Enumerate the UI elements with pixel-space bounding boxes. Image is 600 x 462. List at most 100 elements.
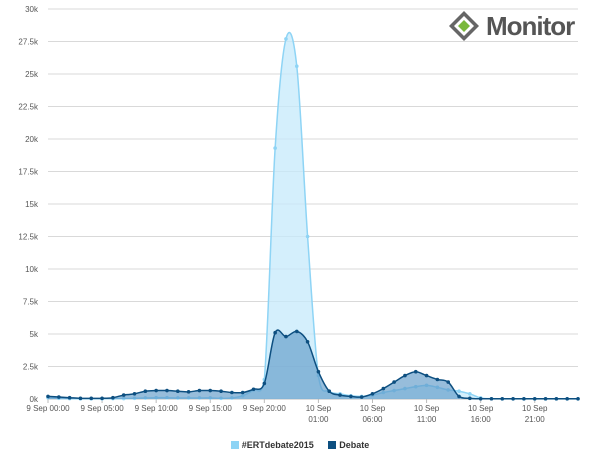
data-point-debate[interactable]	[89, 396, 94, 401]
data-point-debate[interactable]	[46, 394, 50, 399]
legend-item-debate[interactable]: Debate	[328, 440, 369, 450]
data-point-debate[interactable]	[532, 396, 537, 401]
series-layer	[46, 32, 580, 401]
y-tick-label: 17.5k	[18, 168, 39, 177]
y-tick-label: 0k	[30, 395, 39, 404]
x-tick-label: 9 Sep 20:00	[243, 404, 287, 413]
data-point-debate[interactable]	[392, 380, 396, 384]
legend-swatch-ertdebate2015	[230, 441, 239, 449]
data-point-debate[interactable]	[403, 373, 407, 378]
x-tick-label: 9 Sep 05:00	[81, 404, 125, 413]
data-point-debate[interactable]	[435, 377, 440, 382]
data-point-debate[interactable]	[143, 389, 148, 394]
data-point-ertdebate2015[interactable]	[284, 37, 288, 41]
x-tick-label: 10 Sep	[522, 404, 548, 413]
data-point-debate[interactable]	[468, 396, 472, 401]
data-point-debate[interactable]	[478, 396, 483, 401]
data-point-debate[interactable]	[327, 389, 332, 394]
gridlines	[48, 8, 578, 400]
data-point-debate[interactable]	[165, 388, 169, 393]
y-tick-label: 7.5k	[23, 298, 39, 307]
legend-label-debate: Debate	[339, 440, 370, 450]
y-tick-label: 20k	[25, 135, 39, 144]
y-axis: 0k 2.5k 5k 7.5k 10k 12.5k 15k 17.5k 20k 22.5k 25k 2…	[18, 5, 39, 404]
data-point-debate[interactable]	[100, 396, 104, 401]
y-tick-label: 12.5k	[18, 233, 39, 242]
data-point-debate[interactable]	[359, 395, 364, 399]
data-point-debate[interactable]	[121, 393, 126, 397]
data-point-debate[interactable]	[176, 389, 180, 394]
x-tick-label: 10 Sep	[360, 404, 386, 413]
data-point-debate[interactable]	[489, 396, 494, 401]
x-tick-label: 16:00	[471, 415, 492, 424]
x-tick-label: 9 Sep 10:00	[135, 404, 179, 413]
data-point-debate[interactable]	[500, 396, 505, 401]
data-point-debate[interactable]	[305, 340, 310, 344]
x-tick-label: 06:00	[362, 415, 383, 424]
data-point-debate[interactable]	[230, 390, 234, 395]
data-point-debate[interactable]	[457, 394, 461, 399]
x-tick-label: 21:00	[525, 415, 546, 424]
data-point-debate[interactable]	[446, 380, 451, 384]
data-point-ertdebate2015[interactable]	[305, 234, 310, 239]
legend-label-ertdebate2015: #ERTdebate2015	[241, 440, 314, 450]
data-point-debate[interactable]	[543, 396, 548, 401]
y-tick-label: 15k	[25, 200, 39, 209]
data-point-ertdebate2015[interactable]	[294, 64, 299, 68]
data-point-debate[interactable]	[370, 392, 375, 396]
data-point-debate[interactable]	[413, 369, 418, 374]
y-tick-label: 10k	[25, 265, 39, 274]
data-point-ertdebate2015[interactable]	[273, 146, 277, 150]
logo-text: Monitor	[486, 11, 575, 41]
data-point-debate[interactable]	[338, 393, 342, 397]
data-point-ertdebate2015[interactable]	[457, 389, 461, 394]
data-point-debate[interactable]	[186, 390, 191, 394]
series-debate	[46, 329, 580, 401]
y-tick-label: 5k	[30, 330, 39, 339]
data-point-debate[interactable]	[132, 392, 137, 396]
data-point-ertdebate2015[interactable]	[468, 392, 472, 396]
data-point-debate[interactable]	[381, 386, 386, 391]
x-tick-label: 01:00	[308, 415, 329, 424]
data-point-debate[interactable]	[208, 388, 213, 393]
data-point-debate[interactable]	[78, 396, 83, 401]
data-point-debate[interactable]	[251, 387, 256, 392]
data-point-debate[interactable]	[240, 390, 245, 395]
data-point-debate[interactable]	[576, 396, 580, 401]
series-area-debate	[48, 330, 578, 399]
data-point-debate[interactable]	[273, 330, 277, 335]
data-point-debate[interactable]	[111, 395, 115, 400]
data-point-debate[interactable]	[154, 388, 158, 393]
x-tick-label: 9 Sep 00:00	[26, 404, 70, 413]
data-point-debate[interactable]	[424, 373, 429, 378]
data-point-debate[interactable]	[294, 329, 299, 334]
data-point-debate[interactable]	[522, 396, 526, 401]
series-ertdebate2015	[46, 32, 580, 401]
series-area-ertdebate2015	[48, 32, 578, 400]
data-point-debate[interactable]	[565, 396, 569, 401]
y-tick-label: 25k	[25, 70, 39, 79]
legend-item-ertdebate2015[interactable]: #ERTdebate2015	[230, 440, 314, 450]
data-point-debate[interactable]	[219, 389, 223, 394]
x-tick-label: 10 Sep	[468, 404, 494, 413]
x-tick-label: 9 Sep 15:00	[189, 404, 233, 413]
data-point-debate[interactable]	[554, 396, 559, 401]
x-tick-label: 10 Sep	[414, 404, 440, 413]
legend-swatch-debate	[328, 441, 337, 449]
y-tick-label: 2.5k	[23, 363, 39, 372]
x-tick-label: 10 Sep	[306, 404, 332, 413]
data-point-debate[interactable]	[284, 334, 288, 339]
monitor-logo: Monitor	[448, 8, 588, 44]
data-point-debate[interactable]	[57, 395, 61, 399]
y-tick-label: 27.5k	[18, 38, 39, 47]
data-point-debate[interactable]	[316, 369, 321, 374]
x-axis: 9 Sep 00:00 9 Sep 05:00 9 Sep 10:00 9 Sep 1…	[26, 398, 578, 424]
legend: #ERTdebate2015 Debate	[0, 440, 600, 450]
x-tick-label: 11:00	[417, 415, 437, 424]
data-point-debate[interactable]	[67, 395, 72, 400]
data-point-debate[interactable]	[511, 396, 515, 401]
data-point-debate[interactable]	[197, 388, 202, 393]
y-tick-label: 30k	[25, 5, 39, 14]
data-point-debate[interactable]	[349, 394, 353, 399]
data-point-debate[interactable]	[262, 381, 267, 386]
